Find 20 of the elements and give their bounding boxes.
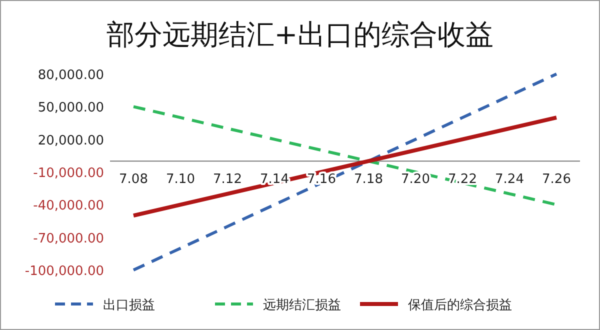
y-tick-label: 50,000.00 bbox=[38, 100, 104, 116]
legend-label: 出口损益 bbox=[103, 298, 155, 313]
y-tick-label: -70,000.00 bbox=[33, 231, 104, 246]
x-tick-label: 7.18 bbox=[354, 172, 383, 188]
x-tick-label: 7.12 bbox=[213, 172, 242, 188]
x-tick-label: 7.24 bbox=[495, 172, 524, 188]
legend-label: 远期结汇损益 bbox=[263, 298, 341, 313]
x-tick-label: 7.26 bbox=[542, 172, 571, 188]
x-tick-label: 7.20 bbox=[401, 172, 430, 188]
x-tick-label: 7.08 bbox=[119, 172, 148, 188]
y-tick-label: -100,000.00 bbox=[24, 264, 104, 279]
x-tick-label: 7.16 bbox=[307, 172, 336, 188]
legend-label: 保值后的综合损益 bbox=[408, 298, 512, 313]
y-tick-label: 80,000.00 bbox=[38, 68, 104, 83]
chart-title: 部分远期结汇+出口的综合收益 bbox=[106, 18, 494, 51]
x-tick-label: 7.22 bbox=[448, 172, 477, 188]
y-tick-label: -40,000.00 bbox=[33, 198, 104, 214]
y-tick-label: 20,000.00 bbox=[38, 133, 104, 148]
y-tick-label: -10,000.00 bbox=[33, 166, 104, 181]
x-tick-label: 7.10 bbox=[166, 172, 195, 188]
